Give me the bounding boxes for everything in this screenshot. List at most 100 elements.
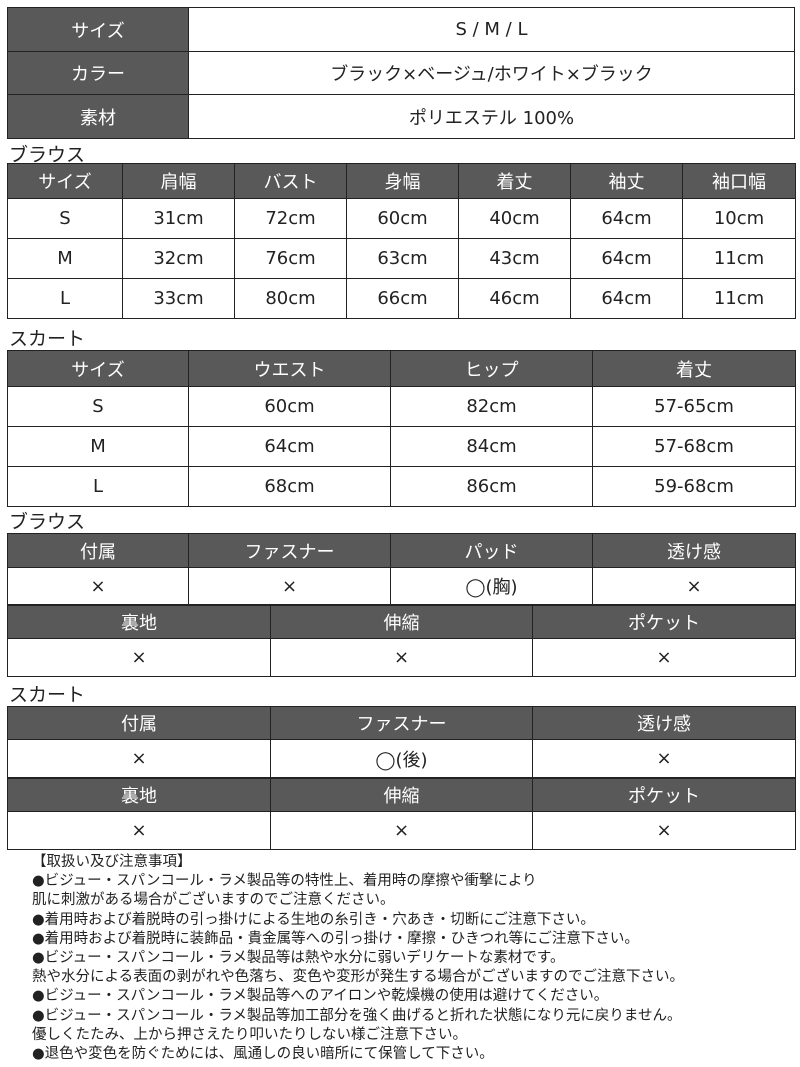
- table-cell: 64cm: [570, 278, 683, 319]
- blouse-detail-table-2: 裏地 伸縮 ポケット × × ×: [7, 605, 796, 677]
- column-header: ウエスト: [188, 350, 391, 387]
- column-header: ヒップ: [390, 350, 593, 387]
- spec-value: ポリエステル 100%: [188, 94, 795, 139]
- table-cell: 60cm: [188, 386, 391, 427]
- table-cell: 68cm: [188, 466, 391, 507]
- table-cell: 31cm: [122, 198, 235, 239]
- table-cell: ◯(後): [270, 739, 533, 778]
- table-cell: 66cm: [346, 278, 459, 319]
- section-title-skirt-detail: スカート: [9, 684, 86, 706]
- care-notes: 【取扱い及び注意事項】 ●ビジュー・スパンコール・ラメ製品等の特性上、着用時の摩擦…: [32, 853, 684, 1064]
- table-cell: ×: [7, 638, 271, 677]
- table-cell: 86cm: [390, 466, 593, 507]
- table-cell: 43cm: [458, 238, 571, 279]
- note-line: ●ビジュー・スパンコール・ラメ製品等加工部分を強く曲げると折れた状態になり元に戻…: [32, 1007, 682, 1024]
- column-header: 身幅: [346, 163, 459, 199]
- note-line: ●着用時および着脱時に装飾品・貴金属等への引っ掛け・摩擦・ひきつれ等にご注意下さ…: [32, 930, 639, 947]
- table-cell: 84cm: [390, 426, 593, 467]
- table-cell: 80cm: [234, 278, 347, 319]
- table-row: L 68cm 86cm 59-68cm: [7, 466, 796, 507]
- table-cell: S: [7, 198, 123, 239]
- table-row: × × ×: [7, 811, 796, 850]
- skirt-size-table: サイズ ウエスト ヒップ 着丈 S 60cm 82cm 57-65cm M 64cm 84cm 57-…: [7, 350, 796, 507]
- table-cell: L: [7, 466, 189, 507]
- table-row: × × ◯(胸) ×: [7, 567, 796, 605]
- column-header: 袖丈: [570, 163, 683, 199]
- table-cell: M: [7, 238, 123, 279]
- table-cell: M: [7, 426, 189, 467]
- column-header: 裏地: [7, 605, 271, 639]
- table-cell: ×: [270, 811, 533, 850]
- table-cell: 64cm: [188, 426, 391, 467]
- table-cell: 11cm: [682, 278, 796, 319]
- spec-label: 素材: [7, 94, 189, 139]
- table-cell: 64cm: [570, 238, 683, 279]
- table-cell: 57-68cm: [592, 426, 796, 467]
- table-cell: 60cm: [346, 198, 459, 239]
- spec-table: サイズ S / M / L カラー ブラック×ベージュ/ホワイト×ブラック 素材 ポリ…: [7, 7, 795, 139]
- column-header: 透け感: [532, 706, 796, 740]
- skirt-detail-table-2: 裏地 伸縮 ポケット × × ×: [7, 778, 796, 850]
- table-row: × ◯(後) ×: [7, 739, 796, 778]
- column-header: パッド: [390, 533, 593, 568]
- table-cell: ×: [592, 567, 796, 605]
- note-line: ●退色や変色を防ぐためには、風通しの良い暗所にて保管して下さい。: [32, 1046, 494, 1063]
- column-header: 着丈: [592, 350, 796, 387]
- table-cell: 33cm: [122, 278, 235, 319]
- blouse-size-table: サイズ 肩幅 バスト 身幅 着丈 袖丈 袖口幅 S 31cm 72cm 60cm 40cm 64cm 10…: [7, 163, 796, 319]
- column-header: バスト: [234, 163, 347, 199]
- column-header: 着丈: [458, 163, 571, 199]
- column-header: ポケット: [532, 605, 796, 639]
- column-header: 伸縮: [270, 605, 533, 639]
- table-cell: ◯(胸): [390, 567, 593, 605]
- column-header: 裏地: [7, 778, 271, 812]
- table-cell: L: [7, 278, 123, 319]
- table-row: M 32cm 76cm 63cm 43cm 64cm 11cm: [7, 238, 796, 279]
- column-header: ファスナー: [188, 533, 391, 568]
- spec-label: カラー: [7, 51, 189, 95]
- table-cell: ×: [7, 567, 189, 605]
- column-header: サイズ: [7, 350, 189, 387]
- section-title-blouse: ブラウス: [9, 144, 86, 166]
- table-cell: 63cm: [346, 238, 459, 279]
- table-cell: 59-68cm: [592, 466, 796, 507]
- note-line: ●ビジュー・スパンコール・ラメ製品等の特性上、着用時の摩擦や衝撃により: [32, 873, 537, 890]
- table-cell: ×: [532, 638, 796, 677]
- spec-label: サイズ: [7, 7, 189, 52]
- table-row: L 33cm 80cm 66cm 46cm 64cm 11cm: [7, 278, 796, 319]
- note-line: 肌に刺激がある場合がございますのでご注意ください。: [32, 892, 395, 909]
- table-cell: ×: [532, 811, 796, 850]
- column-header: 肩幅: [122, 163, 235, 199]
- table-cell: ×: [270, 638, 533, 677]
- spec-value: S / M / L: [188, 7, 795, 52]
- note-line: ●ビジュー・スパンコール・ラメ製品等は熱や水分に弱いデリケートな素材です。: [32, 950, 565, 967]
- note-line: 優しくたたみ、上から押さえたり叩いたりしない様ご注意下さい。: [32, 1026, 467, 1043]
- blouse-detail-table-1: 付属 ファスナー パッド 透け感 × × ◯(胸) ×: [7, 533, 796, 605]
- table-cell: ×: [188, 567, 391, 605]
- column-header: 付属: [7, 533, 189, 568]
- table-cell: ×: [532, 739, 796, 778]
- spec-value: ブラック×ベージュ/ホワイト×ブラック: [188, 51, 795, 95]
- column-header: 付属: [7, 706, 271, 740]
- table-row: S 60cm 82cm 57-65cm: [7, 386, 796, 427]
- table-cell: 10cm: [682, 198, 796, 239]
- table-row: S 31cm 72cm 60cm 40cm 64cm 10cm: [7, 198, 796, 239]
- skirt-detail-table-1: 付属 ファスナー 透け感 × ◯(後) ×: [7, 706, 796, 778]
- table-cell: ×: [7, 739, 271, 778]
- column-header: 伸縮: [270, 778, 533, 812]
- table-cell: 72cm: [234, 198, 347, 239]
- table-cell: ×: [7, 811, 271, 850]
- section-title-skirt: スカート: [9, 328, 86, 350]
- section-title-blouse-detail: ブラウス: [9, 511, 86, 533]
- table-cell: 76cm: [234, 238, 347, 279]
- note-line: ●ビジュー・スパンコール・ラメ製品等へのアイロンや乾燥機の使用は避けてください。: [32, 988, 609, 1005]
- table-cell: 32cm: [122, 238, 235, 279]
- table-cell: S: [7, 386, 189, 427]
- table-cell: 82cm: [390, 386, 593, 427]
- column-header: ファスナー: [270, 706, 533, 740]
- column-header: 透け感: [592, 533, 796, 568]
- table-cell: 40cm: [458, 198, 571, 239]
- note-line: 熱や水分による表面の剥がれや色落ち、変色や変形が発生する場合がございますのでご注…: [32, 969, 685, 986]
- table-cell: 46cm: [458, 278, 571, 319]
- table-row: M 64cm 84cm 57-68cm: [7, 426, 796, 467]
